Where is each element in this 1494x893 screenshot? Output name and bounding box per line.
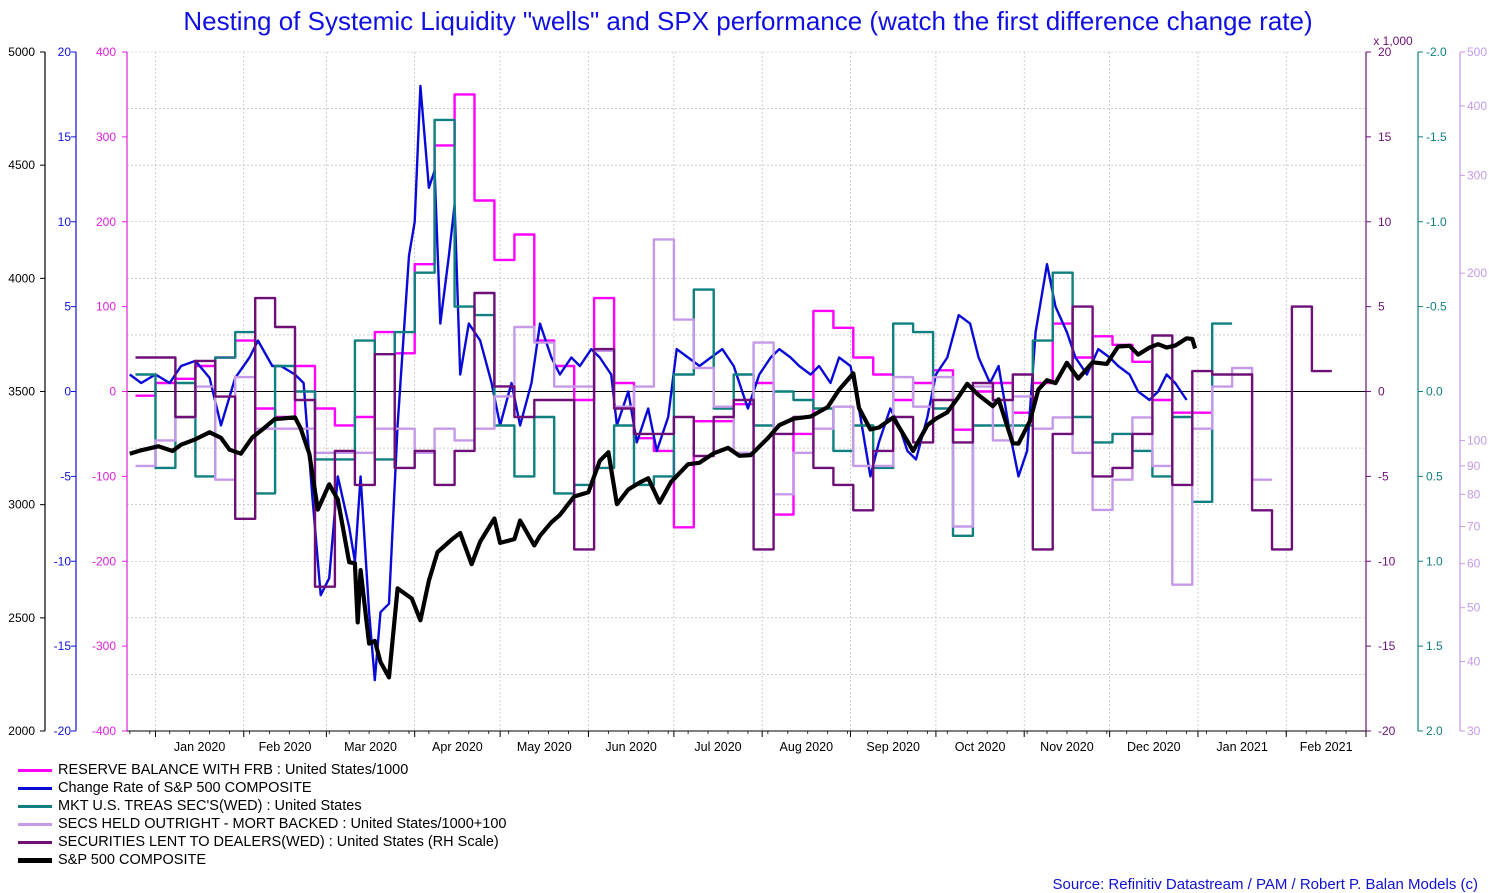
reserve-tick-label: 200 bbox=[96, 215, 116, 229]
mbs-tick-label: 70 bbox=[1467, 520, 1481, 534]
lent-tick-label: 0 bbox=[1378, 385, 1385, 399]
change-rate-tick-label: 15 bbox=[58, 130, 72, 144]
change-rate-tick-label: 0 bbox=[64, 385, 71, 399]
lent-tick-label: -10 bbox=[1378, 554, 1396, 568]
treas-tick-label: 1.0 bbox=[1426, 554, 1443, 568]
legend-item-mbs: SECS HELD OUTRIGHT - MORT BACKED : Unite… bbox=[18, 815, 506, 833]
x-tick-label: Feb 2020 bbox=[259, 740, 312, 754]
reserve-tick-label: -400 bbox=[92, 724, 116, 738]
series-layer bbox=[129, 84, 1332, 682]
treas-tick-label: -1.0 bbox=[1426, 215, 1447, 229]
x-tick-label: Aug 2020 bbox=[780, 740, 834, 754]
reserve-tick-label: -100 bbox=[92, 469, 116, 483]
legend-item-change-rate: Change Rate of S&P 500 COMPOSITE bbox=[18, 779, 506, 797]
mbs-tick-label: 500 bbox=[1467, 45, 1487, 59]
legend: RESERVE BALANCE WITH FRB : United States… bbox=[18, 761, 506, 869]
x-tick-label: Jan 2020 bbox=[174, 740, 225, 754]
treas-tick-label: -0.5 bbox=[1426, 300, 1447, 314]
spx-tick-label: 2500 bbox=[8, 611, 35, 625]
mbs-tick-label: 50 bbox=[1467, 601, 1481, 615]
legend-item-reserve: RESERVE BALANCE WITH FRB : United States… bbox=[18, 761, 506, 779]
lent-tick-label: -5 bbox=[1378, 469, 1389, 483]
mbs-tick-label: 300 bbox=[1467, 168, 1487, 182]
legend-swatch-lent bbox=[18, 840, 52, 844]
spx-tick-label: 4000 bbox=[8, 271, 35, 285]
spx-tick-label: 3500 bbox=[8, 385, 35, 399]
reserve-tick-label: -200 bbox=[92, 554, 116, 568]
treas-tick-label: 0.5 bbox=[1426, 469, 1443, 483]
lent-tick-label: -15 bbox=[1378, 639, 1396, 653]
treas-tick-label: 0.0 bbox=[1426, 385, 1443, 399]
change-rate-tick-label: -5 bbox=[60, 469, 71, 483]
legend-label: Change Rate of S&P 500 COMPOSITE bbox=[58, 780, 312, 796]
axes: Jan 2020 Feb 2020 Mar 2020 Apr 2020 May 2020… bbox=[8, 34, 1487, 754]
x-tick-label: Feb 2021 bbox=[1300, 740, 1353, 754]
mbs-tick-label: 90 bbox=[1467, 459, 1481, 473]
x-tick-label: Jun 2020 bbox=[605, 740, 656, 754]
change-rate-tick-label: 10 bbox=[58, 215, 72, 229]
x-tick-label: Oct 2020 bbox=[955, 740, 1006, 754]
change-rate-tick-label: -15 bbox=[54, 639, 72, 653]
legend-label: SECS HELD OUTRIGHT - MORT BACKED : Unite… bbox=[58, 816, 507, 832]
lent-tick-label: 10 bbox=[1378, 215, 1392, 229]
treas-tick-label: 2.0 bbox=[1426, 724, 1443, 738]
treas-tick-label: -2.0 bbox=[1426, 45, 1447, 59]
mbs-tick-label: 200 bbox=[1467, 266, 1487, 280]
x-tick-label: Mar 2020 bbox=[344, 740, 397, 754]
legend-label: RESERVE BALANCE WITH FRB : United States… bbox=[58, 762, 409, 778]
series-line-treas bbox=[135, 118, 1233, 537]
mbs-tick-label: 80 bbox=[1467, 487, 1481, 501]
spx-tick-label: 3000 bbox=[8, 498, 35, 512]
change-rate-tick-label: -10 bbox=[54, 554, 72, 568]
legend-item-treas: MKT U.S. TREAS SEC'S(WED) : United State… bbox=[18, 797, 506, 815]
x-tick-label: Sep 2020 bbox=[866, 740, 920, 754]
x-tick-label: Dec 2020 bbox=[1127, 740, 1181, 754]
reserve-tick-label: 100 bbox=[96, 300, 116, 314]
legend-label: SECURITIES LENT TO DEALERS(WED) : United… bbox=[58, 834, 499, 850]
x-tick-label: Jul 2020 bbox=[694, 740, 741, 754]
legend-item-spx: S&P 500 COMPOSITE bbox=[18, 851, 506, 869]
lent-axis-unit: x 1,000 bbox=[1373, 34, 1413, 48]
legend-item-lent: SECURITIES LENT TO DEALERS(WED) : United… bbox=[18, 833, 506, 851]
mbs-tick-label: 60 bbox=[1467, 557, 1481, 571]
series-line-spx bbox=[129, 336, 1198, 680]
legend-swatch-mbs bbox=[18, 822, 52, 826]
spx-tick-label: 4500 bbox=[8, 158, 35, 172]
legend-swatch-spx bbox=[18, 857, 52, 863]
mbs-tick-label: 30 bbox=[1467, 724, 1481, 738]
change-rate-tick-label: 5 bbox=[64, 300, 71, 314]
source-note: Source: Refinitiv Datastream / PAM / Rob… bbox=[1052, 876, 1478, 893]
series-line-changeRate bbox=[129, 84, 1188, 682]
x-tick-label: Nov 2020 bbox=[1040, 740, 1094, 754]
legend-label: S&P 500 COMPOSITE bbox=[58, 852, 207, 868]
mbs-tick-label: 100 bbox=[1467, 433, 1487, 447]
treas-tick-label: -1.5 bbox=[1426, 130, 1447, 144]
legend-swatch-reserve bbox=[18, 768, 52, 772]
reserve-tick-label: -300 bbox=[92, 639, 116, 653]
change-rate-tick-label: -20 bbox=[54, 724, 72, 738]
legend-label: MKT U.S. TREAS SEC'S(WED) : United State… bbox=[58, 798, 362, 814]
reserve-tick-label: 400 bbox=[96, 45, 116, 59]
reserve-tick-label: 300 bbox=[96, 130, 116, 144]
x-tick-label: Apr 2020 bbox=[432, 740, 483, 754]
lent-tick-label: 15 bbox=[1378, 130, 1392, 144]
legend-swatch-change-rate bbox=[18, 786, 52, 790]
spx-tick-label: 5000 bbox=[8, 45, 35, 59]
legend-swatch-treas bbox=[18, 804, 52, 808]
lent-tick-label: 5 bbox=[1378, 300, 1385, 314]
series-line-lent bbox=[135, 291, 1332, 588]
x-tick-label: Jan 2021 bbox=[1216, 740, 1267, 754]
treas-tick-label: 1.5 bbox=[1426, 639, 1443, 653]
series-line-reserve bbox=[135, 93, 1213, 529]
spx-tick-label: 2000 bbox=[8, 724, 35, 738]
chart-title: Nesting of Systemic Liquidity "wells" an… bbox=[183, 6, 1312, 36]
mbs-tick-label: 400 bbox=[1467, 99, 1487, 113]
x-tick-label: May 2020 bbox=[517, 740, 572, 754]
reserve-tick-label: 0 bbox=[109, 385, 116, 399]
mbs-tick-label: 40 bbox=[1467, 655, 1481, 669]
change-rate-tick-label: 20 bbox=[58, 45, 72, 59]
lent-tick-label: 20 bbox=[1378, 45, 1392, 59]
lent-tick-label: -20 bbox=[1378, 724, 1396, 738]
